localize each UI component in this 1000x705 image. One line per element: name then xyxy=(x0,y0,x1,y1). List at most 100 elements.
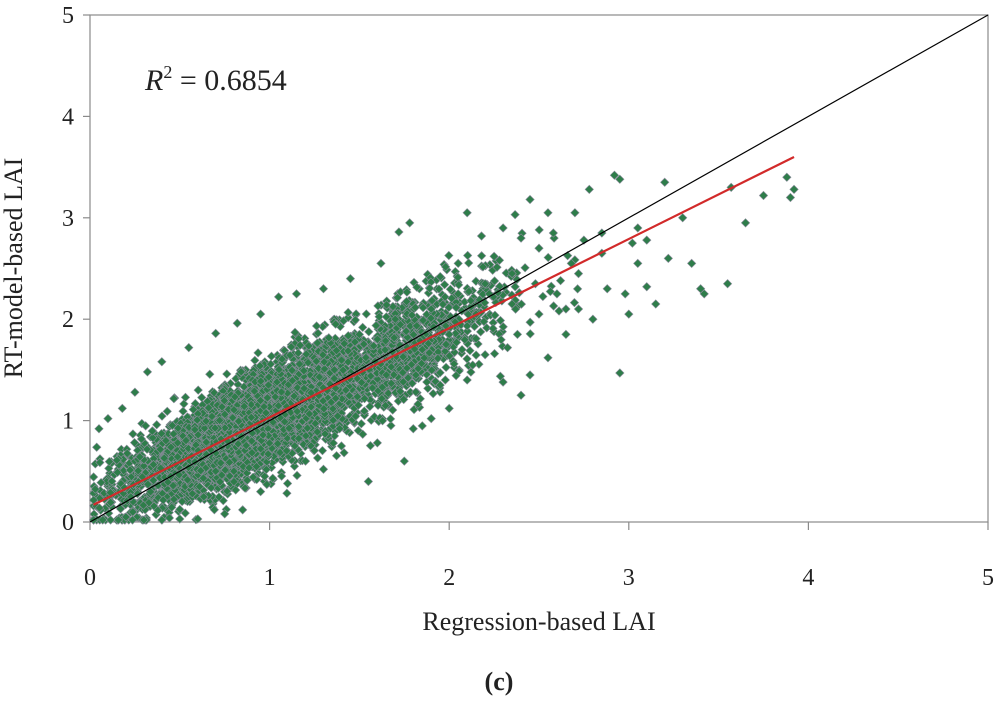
data-point xyxy=(312,453,323,463)
data-point xyxy=(439,280,450,290)
data-point xyxy=(425,283,435,293)
data-point xyxy=(336,355,347,365)
data-point xyxy=(440,292,450,302)
data-point xyxy=(350,315,361,325)
data-point xyxy=(199,423,210,433)
data-point xyxy=(209,505,219,515)
data-point xyxy=(126,492,136,502)
data-point xyxy=(266,351,277,361)
data-point xyxy=(410,302,420,313)
data-point xyxy=(451,302,461,313)
data-point xyxy=(167,502,177,512)
data-point xyxy=(386,362,396,372)
data-point xyxy=(310,418,320,429)
data-point xyxy=(285,350,295,360)
data-point xyxy=(471,276,481,286)
data-point xyxy=(457,345,467,355)
data-point xyxy=(466,367,476,377)
data-point xyxy=(381,300,392,310)
data-point xyxy=(290,327,300,338)
data-point xyxy=(365,441,376,451)
data-point xyxy=(418,315,428,326)
data-point xyxy=(343,346,353,356)
data-point xyxy=(545,286,555,297)
data-point xyxy=(471,350,481,360)
data-point xyxy=(255,444,266,454)
data-point xyxy=(299,366,309,376)
scatter-points xyxy=(88,170,799,525)
data-point xyxy=(224,457,235,467)
data-point xyxy=(465,346,475,356)
data-point xyxy=(383,388,393,398)
data-point xyxy=(311,356,321,366)
data-point xyxy=(358,322,368,333)
data-point xyxy=(304,341,314,351)
data-point xyxy=(478,262,488,272)
data-point xyxy=(328,415,338,425)
data-point xyxy=(510,282,520,292)
data-point xyxy=(90,484,100,494)
data-point xyxy=(353,400,364,410)
data-point xyxy=(440,346,450,356)
data-point xyxy=(215,415,225,425)
data-point xyxy=(358,429,368,439)
data-point xyxy=(445,311,456,322)
data-point xyxy=(426,313,436,323)
data-point xyxy=(222,441,233,451)
data-point xyxy=(155,444,165,454)
data-point xyxy=(401,326,411,336)
data-point xyxy=(489,276,500,286)
data-point xyxy=(153,505,163,516)
data-point xyxy=(313,328,323,338)
data-point xyxy=(162,406,172,416)
data-point xyxy=(135,452,145,462)
data-point xyxy=(294,422,304,432)
data-point xyxy=(417,421,427,431)
data-point xyxy=(476,327,486,337)
data-point xyxy=(423,288,434,298)
data-point xyxy=(217,402,227,412)
data-point xyxy=(380,336,391,346)
data-point xyxy=(516,299,527,309)
data-point xyxy=(344,391,355,401)
data-point xyxy=(496,335,506,345)
data-point xyxy=(256,376,266,386)
data-point xyxy=(328,404,338,414)
data-point xyxy=(331,451,342,461)
data-point xyxy=(512,274,522,285)
data-point xyxy=(339,448,349,458)
data-point xyxy=(428,388,438,399)
data-point xyxy=(313,363,324,374)
data-point xyxy=(96,477,106,488)
data-point xyxy=(343,307,353,318)
data-point xyxy=(106,497,116,508)
data-point xyxy=(373,400,383,410)
data-point xyxy=(144,498,154,508)
data-point xyxy=(372,334,383,344)
data-point xyxy=(209,388,219,398)
data-point xyxy=(255,361,265,371)
data-point xyxy=(112,467,123,477)
data-point xyxy=(339,339,349,349)
data-point xyxy=(205,369,215,379)
data-point xyxy=(418,303,428,313)
data-point xyxy=(447,293,457,303)
data-point xyxy=(474,295,485,305)
data-point xyxy=(225,471,235,481)
data-point xyxy=(525,329,535,339)
data-point xyxy=(440,262,451,272)
data-point xyxy=(136,434,147,444)
data-point xyxy=(88,472,99,482)
data-point xyxy=(457,306,467,316)
data-point xyxy=(312,338,323,348)
data-point xyxy=(422,377,432,387)
data-point xyxy=(282,488,292,498)
data-point xyxy=(104,457,114,467)
data-point xyxy=(273,439,283,449)
data-point xyxy=(242,475,252,485)
data-point xyxy=(395,386,405,396)
data-point xyxy=(359,394,370,404)
data-point xyxy=(474,359,484,369)
data-point xyxy=(104,508,114,518)
data-point xyxy=(222,369,232,379)
